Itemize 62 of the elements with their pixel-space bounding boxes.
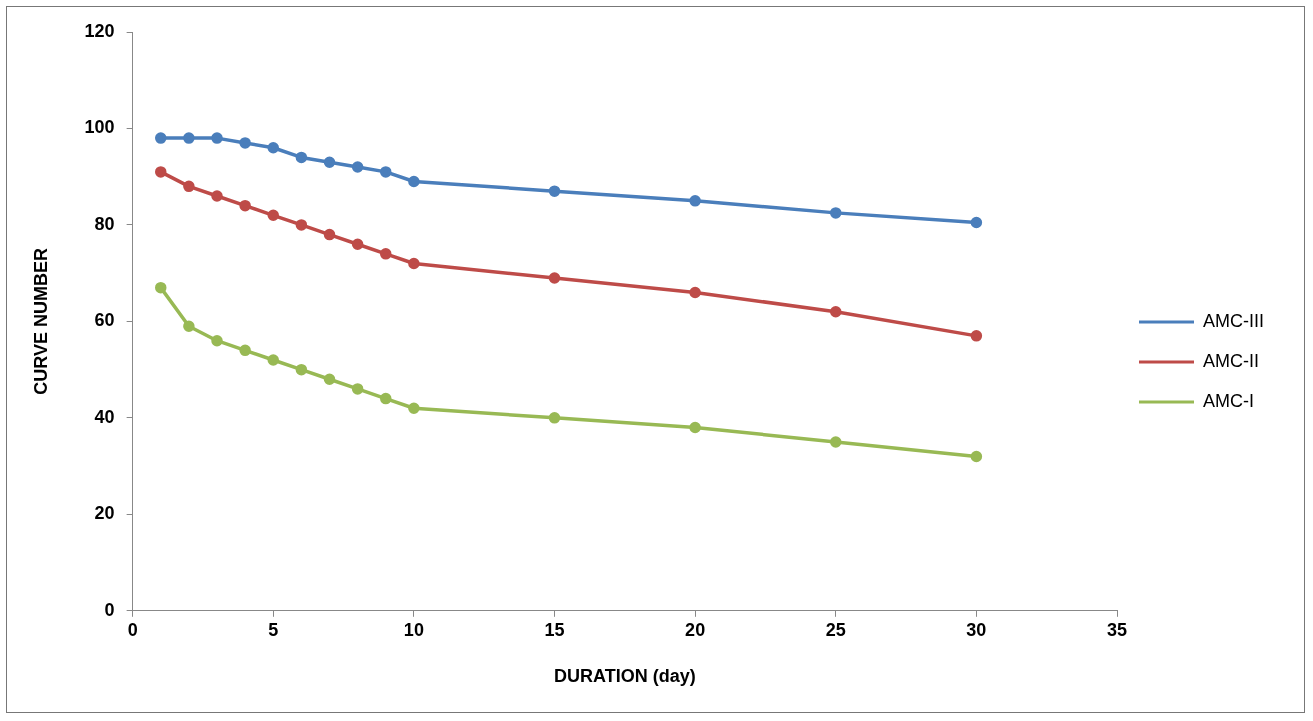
point — [351, 161, 364, 173]
y-tick-label: 100 — [84, 117, 115, 138]
y-tick-label: 0 — [104, 599, 115, 620]
x-tick-label: 5 — [268, 619, 279, 640]
y-tick-label: 20 — [94, 503, 115, 524]
point — [267, 209, 280, 222]
point — [380, 166, 392, 178]
point — [295, 219, 308, 231]
point — [548, 412, 561, 424]
point — [211, 132, 223, 144]
y-axis-title: CURVE NUMBER — [30, 248, 51, 395]
point — [323, 156, 336, 168]
point — [408, 175, 420, 188]
x-tick-label: 30 — [966, 619, 987, 640]
point — [155, 166, 167, 178]
point — [970, 216, 983, 229]
x-tick-label: 10 — [403, 619, 424, 640]
point — [380, 248, 392, 260]
y-tick-label: 60 — [94, 310, 115, 331]
x-tick-label: 35 — [1106, 619, 1128, 640]
point — [323, 228, 336, 241]
point — [183, 132, 195, 144]
point — [183, 320, 195, 332]
x-tick-label: 15 — [544, 619, 565, 640]
x-tick-label: 0 — [127, 619, 138, 640]
point — [155, 281, 167, 294]
point — [970, 330, 983, 342]
point — [155, 132, 167, 144]
point — [351, 383, 364, 395]
point — [211, 334, 223, 347]
point — [689, 421, 701, 434]
x-tick-label: 20 — [685, 619, 706, 640]
point — [211, 190, 223, 202]
point — [830, 436, 842, 448]
point — [408, 257, 420, 270]
y-tick-label: 80 — [94, 213, 115, 234]
point — [239, 344, 251, 357]
point — [267, 142, 280, 154]
point — [408, 402, 420, 414]
point — [239, 199, 251, 212]
y-tick-label: 40 — [94, 406, 115, 427]
point — [830, 306, 842, 318]
y-tick-label: 120 — [84, 20, 115, 41]
legend-label: AMC-I — [1203, 390, 1254, 411]
point — [830, 207, 842, 219]
point — [380, 392, 392, 405]
point — [548, 272, 561, 284]
legend-label: AMC-III — [1203, 310, 1264, 331]
point — [323, 373, 336, 386]
point — [351, 238, 364, 250]
point — [295, 151, 308, 164]
point — [689, 286, 701, 299]
legend-label: AMC-II — [1203, 350, 1259, 371]
point — [689, 195, 701, 207]
point — [239, 137, 251, 149]
point — [548, 185, 561, 197]
point — [970, 450, 983, 463]
point — [267, 354, 280, 366]
point — [295, 363, 308, 376]
x-tick-label: 25 — [825, 619, 846, 640]
x-axis-title: DURATION (day) — [553, 666, 696, 687]
point — [183, 180, 195, 193]
